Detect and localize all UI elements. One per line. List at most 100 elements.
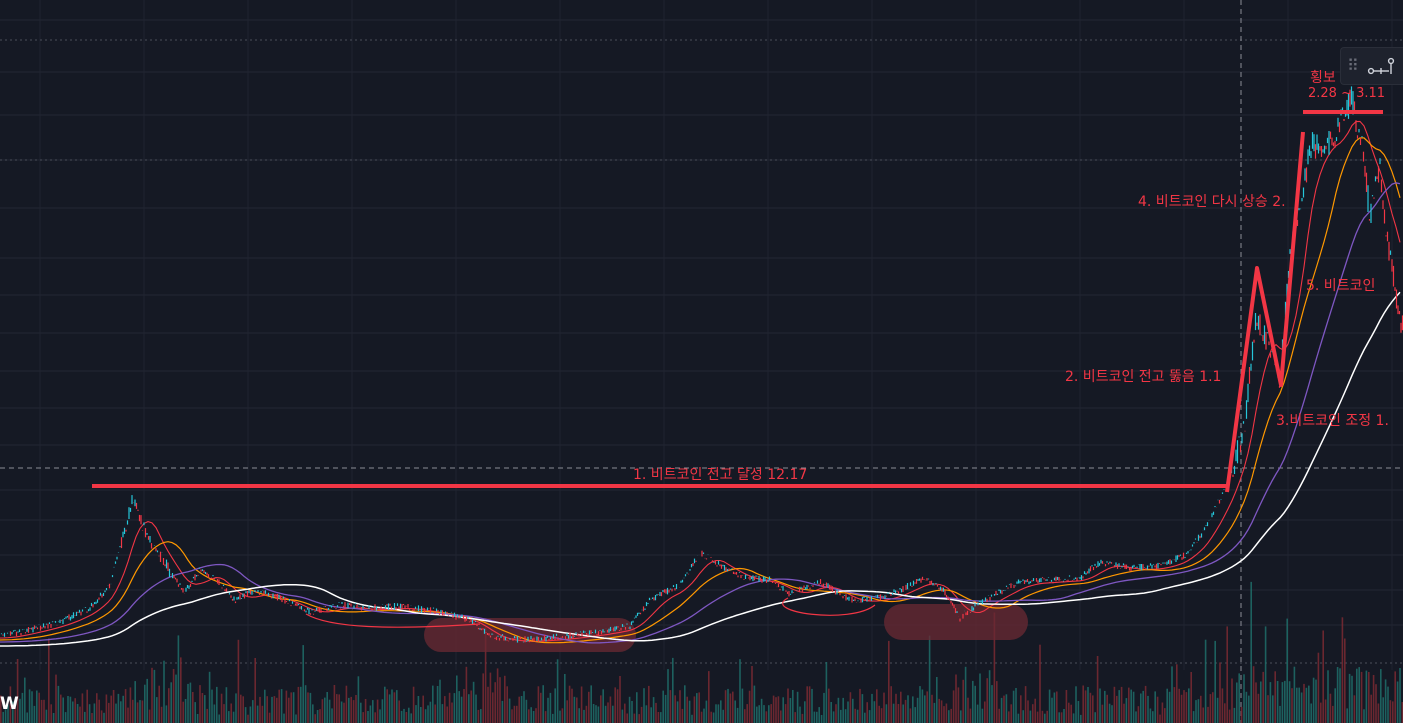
volume-bar xyxy=(652,697,655,723)
volume-bar xyxy=(657,712,660,723)
volume-bar xyxy=(585,705,588,723)
volume-bar xyxy=(1233,707,1236,723)
volume-bar xyxy=(559,710,561,723)
volume-bar xyxy=(506,686,508,723)
volume-bar xyxy=(1356,668,1358,723)
volume-bar xyxy=(852,698,854,723)
volume-bar xyxy=(501,700,504,723)
volume-bar xyxy=(362,712,364,723)
volume-bar xyxy=(213,704,216,723)
volume-bar xyxy=(1056,691,1058,723)
volume-bar xyxy=(981,708,984,723)
volume-bar xyxy=(302,645,304,723)
volume-bar xyxy=(765,711,768,723)
volume-bar xyxy=(26,712,28,723)
volume-bar xyxy=(367,711,369,723)
volume-bar xyxy=(1351,675,1353,723)
volume-bar xyxy=(885,704,888,723)
volume-bar xyxy=(1228,709,1231,723)
volume-bar xyxy=(928,635,931,723)
volume-bar xyxy=(1248,695,1250,723)
annotation-ath-broken: 2. 비트코인 전고 뚫음 1.1 xyxy=(1065,369,1221,385)
volume-bar xyxy=(206,708,208,723)
volume-bar xyxy=(67,696,69,723)
volume-bar xyxy=(600,695,602,723)
volume-bar xyxy=(98,699,100,723)
volume-bar xyxy=(604,705,607,723)
volume-bar xyxy=(626,713,628,723)
volume-bar xyxy=(468,694,470,723)
volume-bar xyxy=(525,699,528,723)
volume-bar xyxy=(180,657,182,723)
volume-bar xyxy=(645,705,648,723)
volume-bar xyxy=(64,712,67,723)
volume-bar xyxy=(849,692,852,723)
volume-bar xyxy=(72,701,74,723)
volume-bar xyxy=(1065,690,1068,723)
volume-bar xyxy=(165,705,168,723)
volume-bar xyxy=(686,696,688,723)
volume-bar xyxy=(148,709,151,723)
volume-bar xyxy=(847,701,849,723)
volume-bar xyxy=(429,701,432,723)
volume-bar xyxy=(446,706,448,723)
volume-bar xyxy=(1238,673,1240,723)
volume-bar xyxy=(218,714,220,723)
volume-bar xyxy=(28,689,31,723)
volume-bar xyxy=(156,697,158,723)
volume-bar xyxy=(487,686,489,723)
volume-bar xyxy=(532,711,535,723)
volume-bar xyxy=(513,705,516,723)
volume-bar xyxy=(400,710,403,723)
volume-bar xyxy=(528,709,530,723)
volume-bar xyxy=(561,708,564,723)
drag-dots-icon[interactable]: ⠿ xyxy=(1347,56,1359,75)
volume-bar xyxy=(288,697,290,723)
volume-bar xyxy=(777,696,780,723)
volume-bar xyxy=(482,673,484,723)
volume-bar xyxy=(518,696,520,723)
volume-bar xyxy=(1029,710,1032,723)
volume-bar xyxy=(904,699,907,723)
volume-bar xyxy=(175,674,177,723)
volume-bar xyxy=(952,690,955,723)
volume-bar xyxy=(1080,714,1082,723)
volume-bar xyxy=(1267,695,1269,723)
volume-bar xyxy=(7,704,9,723)
volume-bar xyxy=(739,659,741,723)
volume-bar xyxy=(1240,706,1243,723)
volume-bar xyxy=(748,690,751,723)
volume-bar xyxy=(703,708,705,723)
volume-bar xyxy=(48,638,50,723)
volume-bar xyxy=(386,689,388,723)
volume-bar xyxy=(504,675,506,723)
volume-bar xyxy=(321,699,324,723)
volume-bar xyxy=(1092,695,1094,723)
volume-bar xyxy=(607,702,609,723)
volume-bar xyxy=(823,692,825,723)
volume-bar xyxy=(372,700,374,723)
volume-bar xyxy=(216,686,218,723)
volume-bar xyxy=(813,711,816,723)
annotation-fifth: 5. 비트코인 xyxy=(1306,278,1375,294)
volume-bar xyxy=(168,688,170,723)
volume-bar xyxy=(201,693,204,723)
volume-bar xyxy=(300,686,302,723)
volume-bar xyxy=(448,692,451,723)
volume-bar xyxy=(1363,709,1365,723)
volume-bar xyxy=(554,688,556,723)
volume-bar xyxy=(1200,695,1202,723)
measure-tool-icon[interactable] xyxy=(1367,54,1397,78)
volume-bar xyxy=(278,689,280,723)
volume-bar xyxy=(960,710,962,723)
volume-bar xyxy=(117,693,120,723)
volume-bar xyxy=(933,702,936,723)
volume-bar xyxy=(655,702,657,723)
volume-bar xyxy=(700,711,703,723)
volume-bar xyxy=(1034,698,1036,723)
annotation-rise-again: 4. 비트코인 다시 상승 2. xyxy=(1138,194,1286,210)
volume-bar xyxy=(588,691,590,723)
volume-bar xyxy=(1293,666,1296,723)
